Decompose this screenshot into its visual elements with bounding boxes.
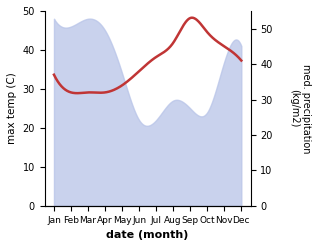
Y-axis label: med. precipitation
(kg/m2): med. precipitation (kg/m2) [289,64,311,153]
X-axis label: date (month): date (month) [107,230,189,240]
Y-axis label: max temp (C): max temp (C) [7,72,17,144]
